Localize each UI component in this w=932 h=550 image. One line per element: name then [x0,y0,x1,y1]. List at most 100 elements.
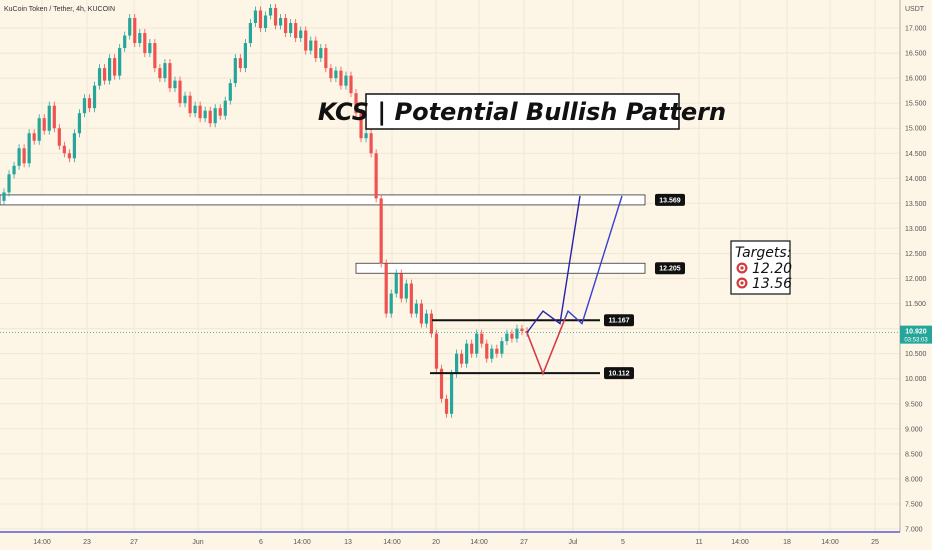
candle [87,94,92,113]
time-tick-label: 18 [783,539,791,546]
candle [97,64,102,90]
candle [233,54,237,88]
candle [273,3,278,30]
candle [334,66,338,83]
candle [510,329,514,343]
svg-text:12.205: 12.205 [659,266,681,273]
level-price-tag: 13.569 [655,193,685,206]
target-icon [736,262,748,274]
price-tick-label: 10.000 [905,376,927,383]
candle [520,324,524,336]
candle [228,79,232,105]
target-2: 13.56 [752,276,792,292]
candle [399,269,403,303]
projection-path-a [526,195,581,334]
candle [258,6,263,33]
price-tick-label: 7.500 [905,501,923,508]
candle [203,106,207,123]
candle [153,39,157,73]
svg-text:10.112: 10.112 [608,371,629,378]
candle [82,94,87,118]
candle [354,89,358,118]
level-price-tag: 12.205 [655,262,685,275]
candle [309,36,313,55]
candle [218,104,222,120]
candle [173,76,177,93]
candle [424,309,429,328]
candle [490,344,494,363]
time-tick-label: 14:00 [470,539,488,546]
level-price-tag: 11.167 [604,314,634,327]
time-tick-label: 14:00 [383,539,401,546]
candle [7,170,11,197]
price-tick-label: 11.500 [905,301,926,308]
candle [485,339,489,363]
candle [62,141,66,158]
target-icon [736,277,748,289]
candle [183,91,187,108]
candle [278,14,283,30]
chart-grid [0,0,900,532]
time-tick-label: 14:00 [731,539,749,546]
candle [37,114,41,145]
candle [128,14,132,40]
price-tick-label: 10.500 [905,351,927,358]
candle [123,31,127,53]
time-tick-label: 23 [83,539,91,546]
projection-path-b [526,195,623,376]
candle [460,349,464,368]
candle [243,39,247,73]
level-zones [0,194,646,274]
countdown-label: 03:53:03 [904,338,928,344]
time-axis[interactable]: 14:00 23 27 Jun 6 14:00 13 14:00 20 14:00 27 Jul 5 11… [33,539,879,546]
time-tick-label: 13 [344,539,352,546]
price-tick-label: 14.500 [905,151,927,158]
candle [92,81,97,113]
candle [168,59,172,93]
candle [419,299,423,328]
chart-title: KCS | Potential Bullish Pattern [318,98,726,126]
price-axis[interactable]: 17.000 16.500 16.000 15.500 15.000 14.500 14.0… [905,26,927,534]
time-tick-label: Jul [569,539,578,546]
candle [284,14,288,38]
candle [480,329,484,348]
candle [369,129,373,158]
candle [465,339,469,368]
price-tick-label: 12.000 [905,276,927,283]
price-tick-label: 17.000 [905,26,927,33]
candle [268,3,273,20]
candle [253,6,258,28]
candle [198,101,202,123]
candle [439,364,444,403]
price-tick-label: 16.500 [905,51,927,58]
candle [475,329,479,358]
time-tick-label: 27 [130,539,138,546]
candle [414,299,418,318]
price-tick-label: 7.000 [905,527,923,534]
target-1: 12.20 [752,261,792,277]
price-tick-label: 8.000 [905,476,923,483]
candle [449,369,454,418]
candle [42,114,46,135]
candle [113,54,117,80]
candle [52,101,56,133]
candle [495,344,499,358]
candle [434,329,439,373]
projection-path-pullback [526,318,566,376]
symbol-label: KuCoin Token / Tether, 4h, KUCOIN [4,6,115,13]
candle [394,269,398,298]
currency-label: USDT [905,6,925,13]
candle [444,394,449,418]
candle [364,129,368,143]
candle [12,161,16,179]
candle [515,324,519,343]
price-tick-label: 13.000 [905,226,927,233]
time-tick-label: 5 [621,539,625,546]
current-price-marker: 10.920 03:53:03 [0,325,932,344]
candle [294,19,298,43]
candle [389,289,393,318]
candle [384,259,388,318]
candle [57,124,61,150]
candle [374,149,378,203]
